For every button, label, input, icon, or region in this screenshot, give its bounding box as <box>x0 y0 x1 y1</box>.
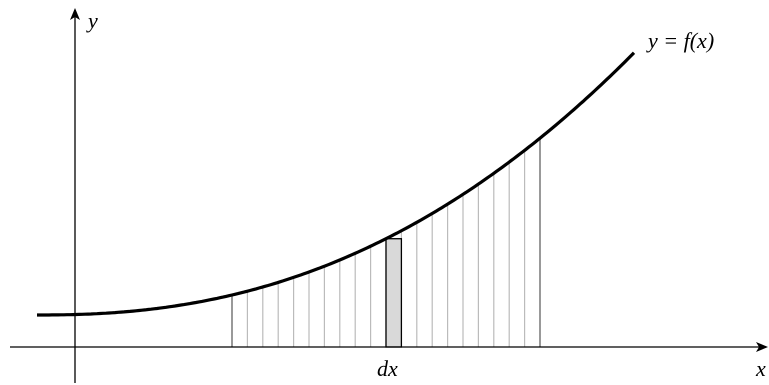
curve-label: y = f(x) <box>646 28 714 53</box>
curve <box>37 51 636 317</box>
y-axis-label: y <box>86 8 98 33</box>
strip-label: dx <box>377 356 398 381</box>
strips <box>231 138 541 348</box>
x-axis-label: x <box>755 356 766 381</box>
highlight-strip <box>385 238 403 348</box>
